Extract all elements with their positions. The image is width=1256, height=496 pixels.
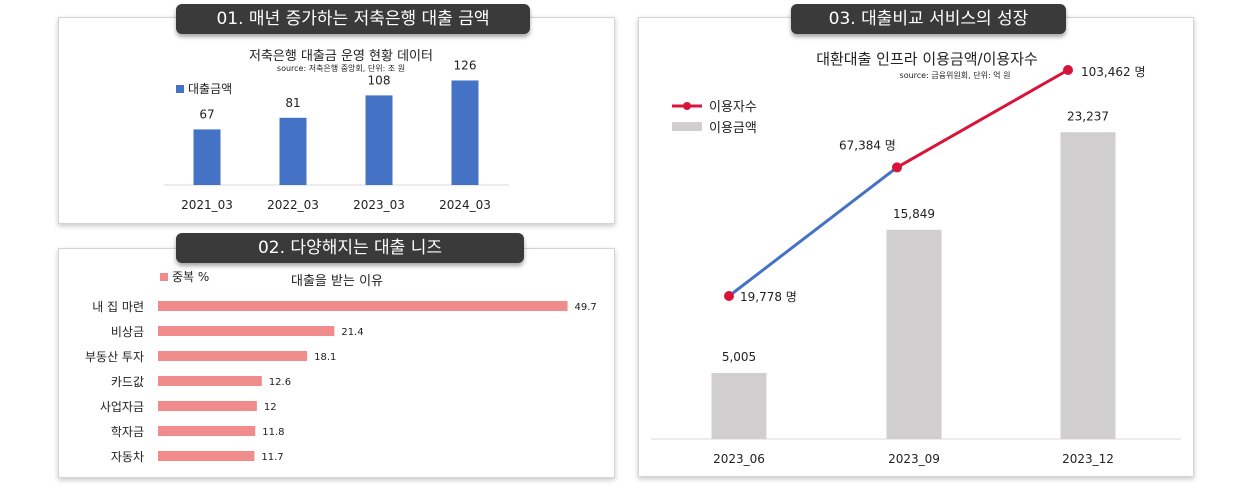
legend-label-amount: 이용금액 [709,121,757,136]
x-tick-label: 2023_12 [1062,452,1114,466]
y-tick-label: 카드값 [111,375,144,389]
legend-label: 대출금액 [188,82,232,96]
header-03: 03. 대출비교 서비스의 성장 [791,4,1066,34]
bar-value-label: 21.4 [341,327,363,338]
line-segment [896,68,1069,169]
bar-value-label: 11.7 [261,452,283,463]
bar-value-label: 18.1 [314,352,336,363]
bar-value-label: 15,849 [893,207,935,221]
panel-loan-needs: 중복 % 대출을 받는 이유 내 집 마련 49.7 비상금 21.4 부동산 투자 18… [58,248,615,478]
y-tick-label: 부동산 투자 [85,350,144,364]
bar [365,95,393,185]
bar [158,326,335,336]
service-growth-combo-chart: 대환대출 인프라 이용금액/이용자수 source: 금융위원회, 단위: 억 … [651,50,1181,466]
chart-subtitle: source: 저축은행 중앙회, 단위: 조 원 [277,63,405,73]
line-value-label: 19,778 명 [740,290,797,304]
chart-title: 저축은행 대출금 운영 현황 데이터 [249,48,433,64]
chart-subtitle: source: 금융위원회, 단위: 억 원 [900,70,1011,80]
header-02: 02. 다양해지는 대출 니즈 [176,233,524,263]
bar [158,426,256,436]
x-tick-label: 2024_03 [439,198,491,212]
loan-amount-bar-chart: 저축은행 대출금 운영 현황 데이터 source: 저축은행 중앙회, 단위:… [164,48,509,212]
x-tick-label: 2023_09 [888,452,940,466]
legend-bar-swatch [672,122,702,131]
bar-value-label: 108 [368,73,391,87]
bar [158,376,262,386]
bar-value-label: 49.7 [575,302,597,313]
line-point [1063,65,1073,75]
x-tick-label: 2023_06 [713,452,765,466]
x-tick-label: 2023_03 [353,198,405,212]
y-tick-label: 학자금 [111,425,144,439]
line-segment [728,166,898,298]
bar [279,117,307,185]
chart-title: 대환대출 인프라 이용금액/이용자수 [816,50,1038,68]
bar-value-label: 11.8 [262,427,284,438]
bar [711,372,767,439]
bar-value-label: 23,237 [1067,109,1109,123]
bar [1060,132,1116,439]
bar-value-label: 5,005 [722,350,756,364]
bar-value-label: 12 [264,402,277,413]
legend-label-users: 이용자수 [709,100,757,115]
y-tick-label: 사업자금 [100,400,144,414]
bar [886,229,942,439]
bar [158,401,257,411]
y-tick-label: 자동차 [111,450,144,464]
line-point [724,291,734,301]
panel-loan-amount: 저축은행 대출금 운영 현황 데이터 source: 저축은행 중앙회, 단위:… [58,17,615,224]
bar [451,80,479,185]
legend-line-marker [683,102,691,110]
line-value-label: 103,462 명 [1081,65,1145,79]
header-01: 01. 매년 증가하는 저축은행 대출 금액 [176,4,530,34]
panel-service-growth: 대환대출 인프라 이용금액/이용자수 source: 금융위원회, 단위: 억 … [638,17,1194,477]
bar-value-label: 12.6 [269,377,291,388]
chart-title: 대출을 받는 이유 [291,274,383,289]
legend-label: 중복 % [172,270,209,284]
y-tick-label: 비상금 [111,325,144,339]
line-value-label: 67,384 명 [839,138,896,152]
bar [158,351,308,361]
bar [158,301,568,311]
y-tick-label: 내 집 마련 [92,300,144,314]
line-point [892,162,902,173]
bar-value-label: 126 [454,58,477,72]
bar [193,129,221,185]
bar-value-label: 81 [285,96,300,110]
legend-swatch [160,273,168,281]
bar-value-label: 67 [199,107,214,121]
legend-swatch [176,85,184,93]
x-tick-label: 2022_03 [267,198,319,212]
loan-needs-bar-chart: 중복 % 대출을 받는 이유 내 집 마련 49.7 비상금 21.4 부동산 투자 18… [85,270,597,464]
bar [158,451,255,461]
x-tick-label: 2021_03 [181,198,233,212]
